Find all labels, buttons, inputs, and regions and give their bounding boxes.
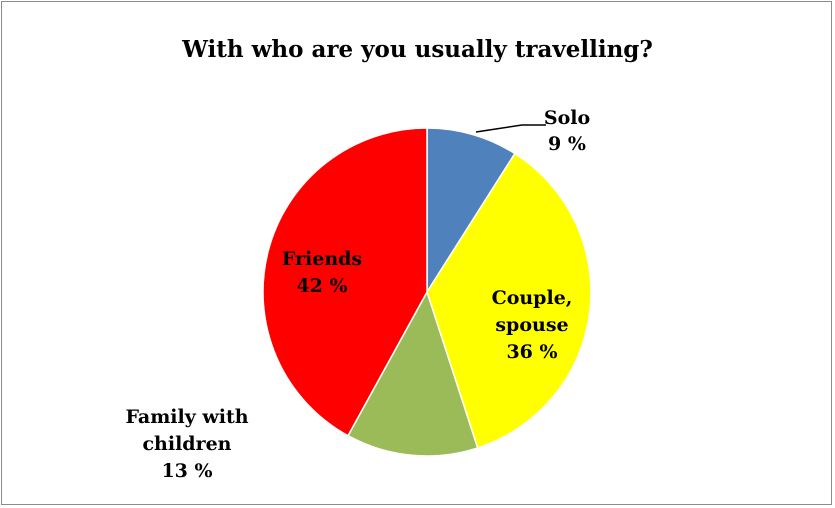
slice-label-friends: Friends 42 % bbox=[282, 248, 362, 297]
slice-label-solo: Solo 9 % bbox=[544, 107, 590, 155]
leader-line-solo bbox=[475, 124, 546, 133]
pie-slice-family-with-children bbox=[346, 290, 479, 457]
slice-label-couple-spouse: Couple, spouse 36 % bbox=[492, 287, 573, 363]
pie-slice-solo bbox=[426, 127, 516, 295]
slice-label-family-with-children: Family with children 13 % bbox=[125, 406, 248, 482]
pie-slice-couple-spouse bbox=[426, 152, 592, 449]
chart-title: With who are you usually travelling? bbox=[182, 36, 653, 63]
pie-slice-friends bbox=[262, 127, 428, 437]
